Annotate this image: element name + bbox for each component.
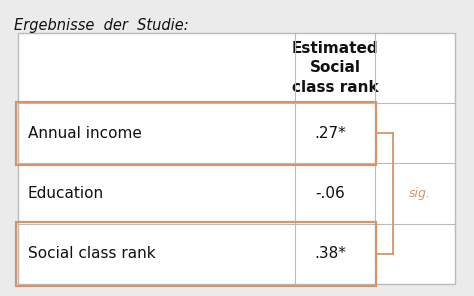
Text: Estimated
Social
class rank: Estimated Social class rank xyxy=(292,41,378,95)
Text: Education: Education xyxy=(28,186,104,201)
Bar xyxy=(17,222,376,286)
Text: sig.: sig. xyxy=(409,187,431,200)
Text: Ergebnisse  der  Studie:: Ergebnisse der Studie: xyxy=(14,18,189,33)
Text: -.06: -.06 xyxy=(315,186,345,201)
Text: Social class rank: Social class rank xyxy=(28,246,155,261)
Text: Annual income: Annual income xyxy=(28,126,142,141)
Bar xyxy=(17,102,376,165)
Text: .27*: .27* xyxy=(314,126,346,141)
Bar xyxy=(18,33,455,284)
Text: .38*: .38* xyxy=(314,246,346,261)
